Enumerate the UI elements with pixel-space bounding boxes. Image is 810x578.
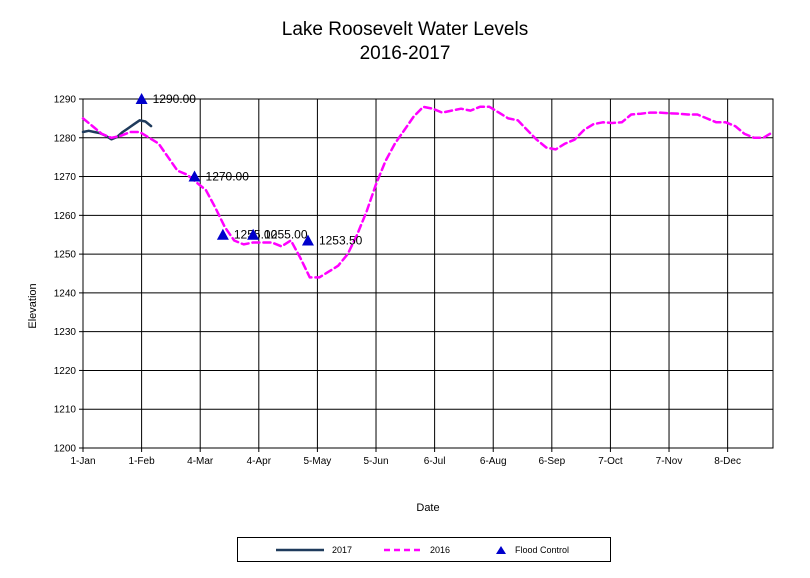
chart-title-line-2: 2016-2017	[359, 43, 451, 64]
x-tick-label: 4-Apr	[247, 456, 272, 467]
x-tick-label: 5-Jun	[364, 456, 389, 467]
legend-swatch-flood-control	[496, 545, 506, 554]
y-tick-label: 1210	[54, 405, 77, 416]
y-tick-label: 1240	[54, 288, 77, 299]
x-tick-label: 4-Mar	[187, 456, 214, 467]
flood-control-marker	[247, 228, 260, 240]
x-tick-label: 1-Jan	[70, 456, 95, 467]
series-layer	[81, 105, 775, 279]
y-tick-label: 1230	[54, 327, 77, 338]
flood-control-marker	[216, 228, 229, 240]
legend-label-flood-control: Flood Control	[515, 544, 570, 555]
flood-control-marker	[188, 170, 201, 182]
legend-swatch-2017	[276, 548, 324, 551]
x-tick-label: 6-Jul	[424, 456, 446, 467]
legend-label-2016: 2016	[430, 544, 451, 555]
series-line-2016	[81, 105, 775, 279]
plot-frame	[82, 98, 774, 449]
x-tick-label: 7-Oct	[598, 456, 623, 467]
y-axis-label: Elevation	[27, 283, 39, 329]
flood-control-data-label: 1253.50	[319, 234, 363, 248]
flood-control-marker	[135, 93, 148, 104]
chart-title-line-1: Lake Roosevelt Water Levels	[281, 19, 529, 40]
y-tick-label: 1200	[54, 444, 77, 455]
x-tick-label: 1-Feb	[129, 456, 156, 467]
y-tick-label: 1260	[54, 211, 77, 222]
x-tick-label: 8-Dec	[714, 456, 741, 467]
y-tick-label: 1220	[54, 366, 77, 377]
flood-control-data-label: 1270.00	[206, 170, 250, 184]
x-axis-label: Date	[416, 502, 440, 514]
gridlines	[82, 98, 774, 449]
legend: 2017 2016 Flood Control	[237, 537, 611, 562]
legend-item-2016: 2016	[384, 538, 450, 561]
legend-label-2017: 2017	[332, 544, 353, 555]
x-tick-label: 7-Nov	[656, 456, 683, 467]
x-tick-label: 5-May	[304, 456, 332, 467]
y-tick-label: 1290	[54, 95, 77, 106]
legend-swatch-2016	[384, 548, 422, 551]
y-tick-label: 1270	[54, 172, 77, 183]
axes: 1200 1210 1220 1230 1240 1250 1260 1270 1280 1290…	[54, 95, 741, 468]
flood-control-data-label: 1255.00	[264, 228, 308, 242]
legend-item-2017: 2017	[276, 538, 352, 561]
y-tick-label: 1280	[54, 133, 77, 144]
y-tick-label: 1250	[54, 250, 77, 261]
legend-item-flood-control: Flood Control	[495, 538, 569, 561]
flood-control-data-label: 1290.00	[153, 92, 197, 106]
flood-control-marker	[301, 234, 314, 246]
x-tick-label: 6-Sep	[538, 456, 565, 467]
chart-title: Lake Roosevelt Water Levels 2016-2017	[0, 18, 810, 66]
x-tick-label: 6-Aug	[480, 456, 507, 467]
